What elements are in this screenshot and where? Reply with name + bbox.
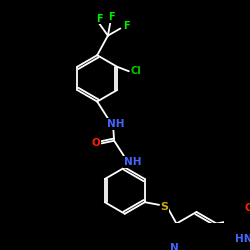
Text: NH: NH <box>107 119 125 129</box>
Text: F: F <box>108 12 115 22</box>
Text: F: F <box>96 14 102 24</box>
Text: N: N <box>170 244 179 250</box>
Text: Cl: Cl <box>130 66 141 76</box>
Text: O: O <box>244 202 250 212</box>
Text: NH: NH <box>124 157 142 167</box>
Text: F: F <box>123 21 130 31</box>
Text: S: S <box>160 202 168 212</box>
Text: HN: HN <box>234 234 250 244</box>
Text: O: O <box>91 138 100 148</box>
